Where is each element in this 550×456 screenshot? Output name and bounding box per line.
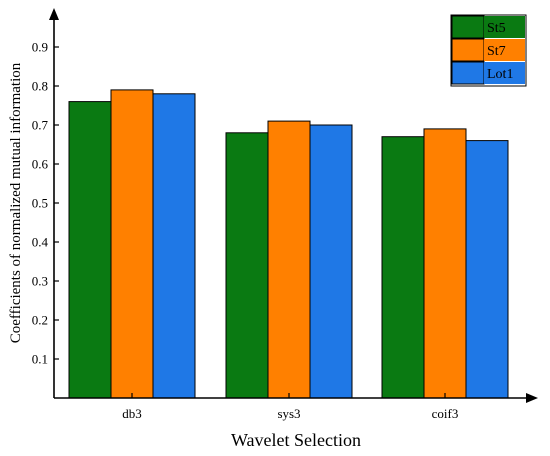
y-tick-label: 0.1 [32,352,48,367]
y-tick-label: 0.4 [32,235,49,250]
legend-fill-lot1 [484,62,525,84]
y-ticks-group: 0.1 0.2 0.3 0.4 0.5 0.6 0.7 0.8 0.9 [32,40,59,367]
y-tick-label: 0.9 [32,40,48,55]
legend-label-st7: St7 [487,44,506,59]
x-axis-arrowhead [526,393,538,403]
x-axis-label: Wavelet Selection [231,430,361,450]
bar-lot1-db3 [152,93,196,399]
legend-fill-st7 [484,39,525,61]
legend-swatch-st7 [451,38,485,62]
bar-st5-coif3 [381,136,425,399]
legend-label-st5: St5 [487,21,506,36]
legend-swatch-st5 [451,15,485,39]
axes-group [49,8,538,403]
y-tick-label: 0.6 [32,157,49,172]
y-tick-label: 0.5 [32,196,48,211]
x-tick-label-coif3: coif3 [432,406,459,421]
bar-st7-sys3 [267,120,311,399]
bar-lot1-coif3 [465,140,509,399]
bar-st5-sys3 [225,132,269,399]
bars-group [68,89,509,399]
bar-lot1-sys3 [309,124,353,399]
y-axis-arrowhead [49,8,59,20]
y-tick-label: 0.3 [32,274,48,289]
y-tick-label: 0.2 [32,313,48,328]
x-ticks-group: db3 sys3 coif3 [122,393,458,421]
x-tick-label-db3: db3 [122,406,142,421]
legend-swatch-lot1 [451,61,485,85]
y-axis-label: Coefficients of normalized mutual inform… [8,62,24,343]
x-tick-label-sys3: sys3 [277,406,300,421]
legend: St5 St7 Lot1 [450,14,527,87]
legend-fill-st5 [484,16,525,38]
y-tick-label: 0.8 [32,79,48,94]
y-tick-label: 0.7 [32,118,49,133]
bar-st7-db3 [110,89,154,399]
bar-st7-coif3 [423,128,467,399]
legend-label-lot1: Lot1 [487,67,513,82]
bar-st5-db3 [68,101,112,399]
